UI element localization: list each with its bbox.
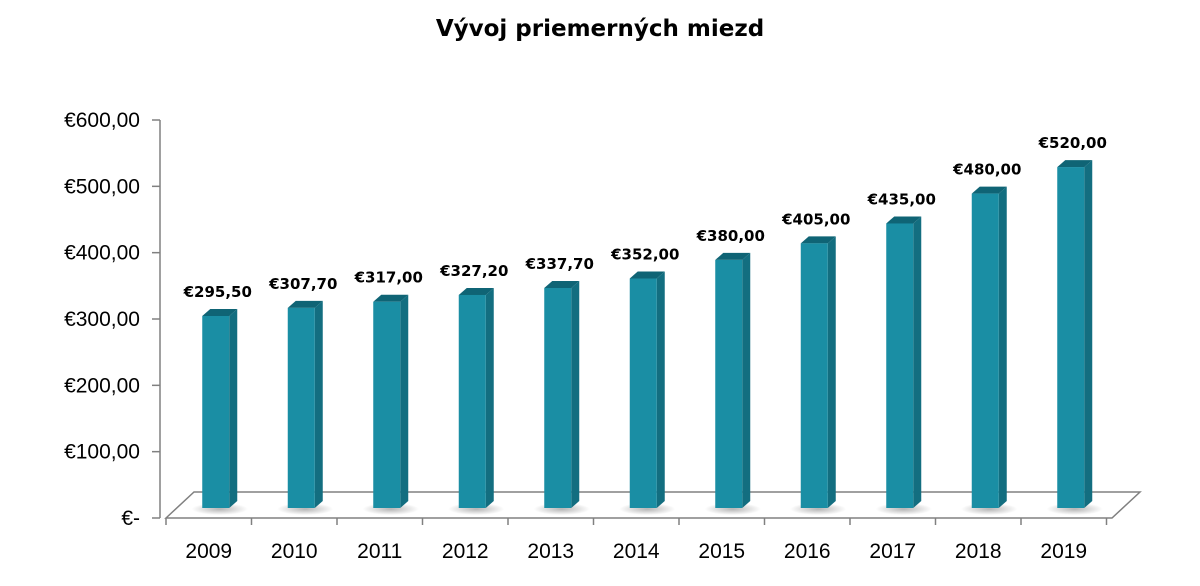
bar — [202, 315, 230, 508]
bar — [287, 307, 315, 508]
bar — [886, 223, 914, 508]
x-tick-label: 2011 — [357, 540, 402, 563]
bar-top — [971, 186, 1007, 194]
x-tick-label: 2012 — [442, 540, 489, 563]
bar — [1057, 167, 1085, 509]
data-label: €327,20 — [439, 262, 508, 280]
data-label: €307,70 — [268, 275, 337, 293]
bar — [715, 259, 743, 508]
bar-side — [913, 216, 922, 508]
bar — [971, 193, 999, 508]
data-label: €295,50 — [183, 283, 252, 301]
chart-axes: €- €100,00 €200,00 €300,00 €400,00 €500,00 €60… — [64, 109, 161, 530]
bar-top — [629, 271, 665, 279]
x-tick-label: 2009 — [185, 540, 232, 563]
data-label: €317,00 — [354, 269, 423, 287]
x-tick-label: 2015 — [698, 540, 745, 563]
bar-top — [287, 300, 323, 308]
data-label: €337,70 — [525, 255, 594, 273]
chart-title: Vývoj priemerných miezd — [435, 16, 765, 42]
data-label: €380,00 — [696, 227, 765, 245]
bar — [629, 278, 657, 508]
bar-side — [1084, 160, 1093, 509]
bar-side — [485, 287, 494, 508]
data-label: €520,00 — [1038, 134, 1107, 152]
y-tick-label: €200,00 — [64, 374, 140, 397]
x-tick-label: 2016 — [784, 540, 831, 563]
bar-side — [742, 252, 751, 508]
bar-top — [886, 216, 922, 224]
bar-top — [800, 236, 836, 244]
bar — [373, 301, 401, 508]
x-tick-label: 2018 — [955, 540, 1002, 563]
y-tick-label: €100,00 — [64, 441, 140, 464]
y-tick-label: €600,00 — [64, 109, 140, 132]
x-tick-label: 2010 — [271, 540, 318, 563]
data-label: €480,00 — [952, 161, 1021, 179]
x-tick-label: 2017 — [869, 540, 916, 563]
x-tick-label: 2014 — [613, 540, 660, 563]
data-label: €405,00 — [781, 210, 850, 228]
y-tick-label: €400,00 — [64, 242, 140, 265]
bar-top — [373, 294, 409, 302]
bar-side — [229, 308, 238, 508]
bar-top — [458, 287, 494, 295]
y-tick-label: €500,00 — [64, 175, 140, 198]
y-tick-label: €300,00 — [64, 308, 140, 331]
data-label: €435,00 — [867, 190, 936, 208]
bar-top — [1057, 160, 1093, 168]
labels-group: €295,50 2009 €307,70 2010 €317,00 2011 €327,20… — [183, 134, 1107, 563]
bar-top — [202, 308, 238, 316]
bar-top — [544, 280, 580, 288]
y-tick-label: €- — [121, 507, 140, 530]
bar-side — [571, 280, 580, 508]
bar-side — [656, 271, 665, 508]
bar-side — [400, 294, 409, 508]
bar — [544, 287, 572, 508]
bar — [458, 294, 486, 508]
bars-group — [191, 160, 1103, 515]
bar-side — [827, 236, 836, 508]
bar-side — [314, 300, 323, 508]
data-label: €352,00 — [610, 246, 679, 264]
bar-side — [998, 186, 1007, 508]
x-tick-label: 2019 — [1040, 540, 1087, 563]
x-tick-label: 2013 — [527, 540, 574, 563]
bar-top — [715, 252, 751, 260]
bar — [800, 243, 828, 508]
